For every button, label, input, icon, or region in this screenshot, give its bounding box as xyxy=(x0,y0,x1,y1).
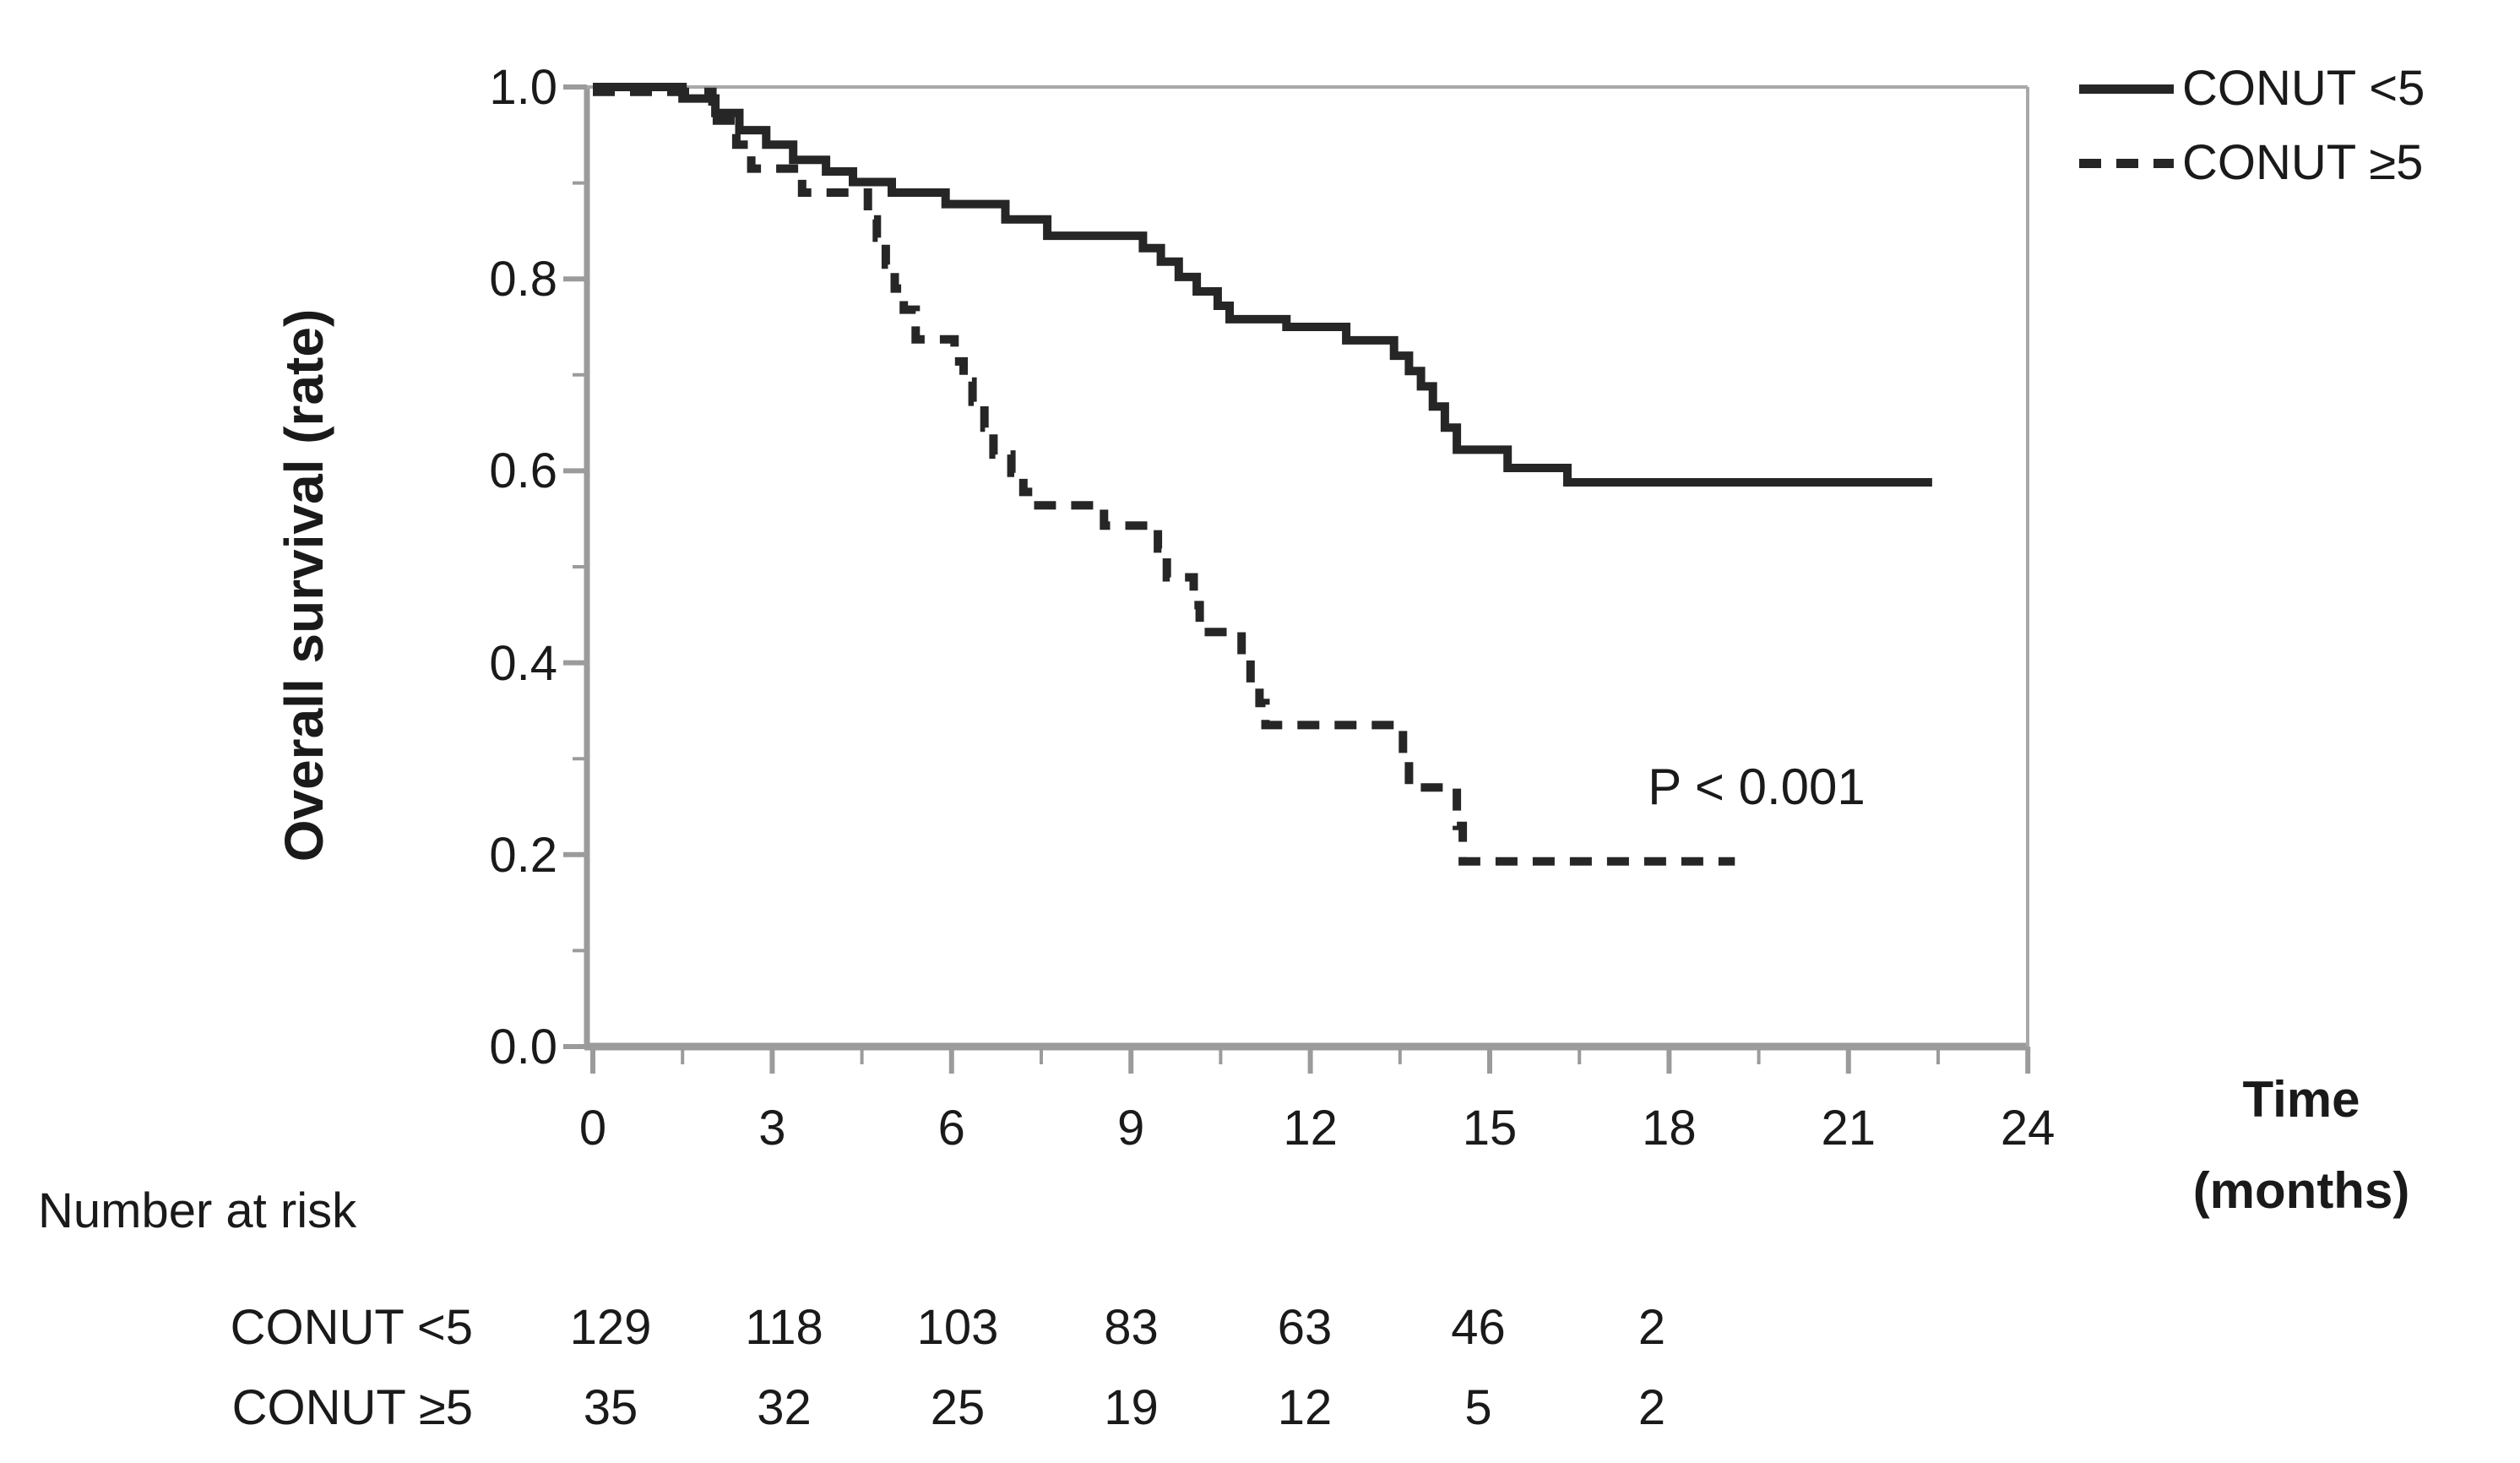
y-tick-label: 0.8 xyxy=(489,252,557,307)
at-risk-value: 2 xyxy=(1637,1300,1666,1355)
x-tick-label: 18 xyxy=(1642,1101,1697,1156)
y-tick-label: 0.4 xyxy=(489,635,557,691)
at-risk-value: 2 xyxy=(1637,1380,1666,1435)
x-tick-label: 12 xyxy=(1283,1101,1338,1156)
at-risk-value: 63 xyxy=(1277,1300,1333,1355)
x-tick-label: 24 xyxy=(2000,1101,2056,1156)
at-risk-value: 12 xyxy=(1277,1380,1333,1435)
x-tick-label: 21 xyxy=(1821,1101,1876,1156)
legend-label: CONUT ≥5 xyxy=(2182,135,2424,190)
p-value-annotation: P < 0.001 xyxy=(1648,759,1866,815)
at-risk-value: 32 xyxy=(757,1380,812,1435)
y-axis-title: Overall survival (rate) xyxy=(274,308,334,862)
x-axis-title-line1: Time xyxy=(2242,1071,2360,1128)
y-tick-label: 1.0 xyxy=(489,60,557,115)
at-risk-value: 19 xyxy=(1104,1380,1159,1435)
x-axis-title-line2: (months) xyxy=(2192,1162,2410,1219)
at-risk-value: 25 xyxy=(930,1380,986,1435)
at-risk-value: 83 xyxy=(1104,1300,1159,1355)
y-tick-label: 0.0 xyxy=(489,1020,557,1074)
at-risk-value: 5 xyxy=(1464,1380,1492,1435)
dashed-line-swatch-icon xyxy=(2079,159,2174,168)
y-tick-label: 0.2 xyxy=(489,827,557,883)
survival-curve-conut-lt5 xyxy=(593,83,1932,487)
x-tick-label: 9 xyxy=(1117,1101,1145,1156)
x-tick-label: 6 xyxy=(937,1101,965,1156)
x-tick-label: 0 xyxy=(578,1101,607,1156)
risk-row-label-conut-ge5: CONUT ≥5 xyxy=(231,1380,473,1435)
legend-label: CONUT <5 xyxy=(2182,61,2425,116)
x-axis-title: Time (months) xyxy=(2128,1054,2474,1237)
risk-row-label-conut-lt5: CONUT <5 xyxy=(230,1300,473,1355)
at-risk-value: 103 xyxy=(916,1300,999,1355)
x-tick-label: 15 xyxy=(1462,1101,1518,1156)
solid-line-swatch-icon xyxy=(2079,84,2174,94)
y-tick-label: 0.6 xyxy=(489,443,557,499)
survival-curve-conut-ge5 xyxy=(593,87,1735,866)
at-risk-value: 129 xyxy=(569,1300,652,1355)
at-risk-value: 35 xyxy=(583,1380,638,1435)
at-risk-value: 46 xyxy=(1451,1300,1506,1355)
number-at-risk-title: Number at risk xyxy=(38,1183,357,1238)
at-risk-value: 118 xyxy=(745,1300,823,1355)
x-tick-label: 3 xyxy=(758,1101,786,1156)
